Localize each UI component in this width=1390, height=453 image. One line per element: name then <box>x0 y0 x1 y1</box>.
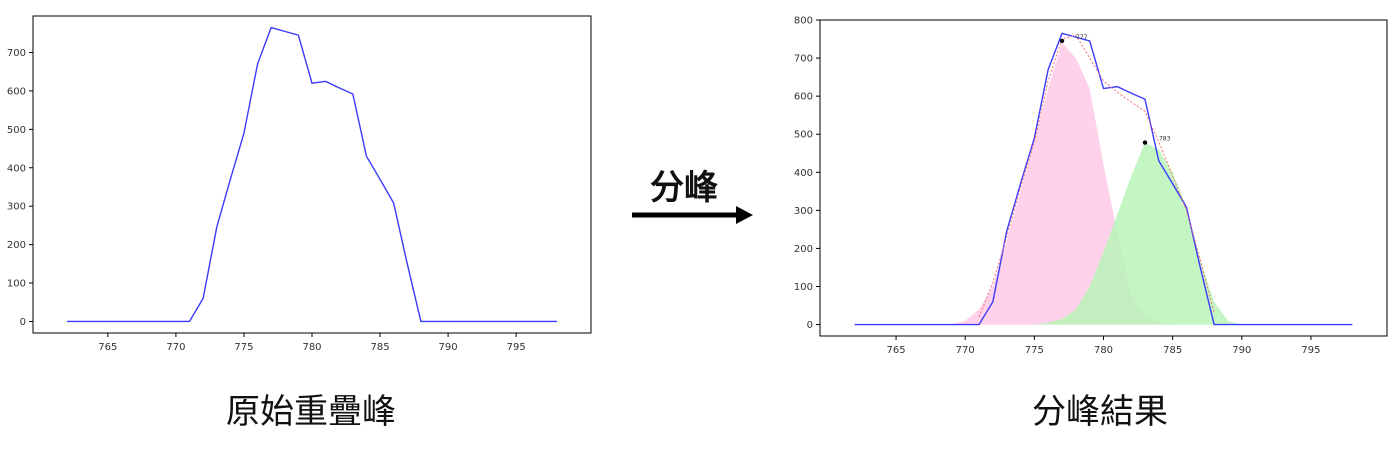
y-tick-label: 100 <box>7 279 26 290</box>
y-tick-label: 300 <box>7 202 26 213</box>
peak-marker-783 <box>1142 140 1148 145</box>
result-chart-caption: 分峰結果 <box>1032 392 1168 432</box>
peak-label-783: 783 <box>1159 136 1171 143</box>
x-tick-label: 790 <box>1232 345 1251 356</box>
right-arrow-icon <box>632 206 753 224</box>
y-tick-label: 500 <box>794 130 813 141</box>
x-tick-label: 775 <box>234 342 253 353</box>
x-tick-label: 795 <box>1301 345 1320 356</box>
spectrum-line <box>67 26 557 323</box>
peak-separation-chart-svg: 777 783 765 770 775 780 785 790 795 0 100 200 300 400… <box>794 16 1388 356</box>
y-tick-label: 200 <box>794 244 813 255</box>
x-tick-label: 765 <box>887 345 906 356</box>
y-tick-label: 800 <box>794 16 813 27</box>
y-tick-label: 700 <box>7 48 26 59</box>
x-tick-label: 770 <box>166 342 185 353</box>
y-tick-label: 300 <box>794 206 813 217</box>
y-tick-label: 0 <box>20 317 26 328</box>
plot-frame <box>32 15 592 334</box>
y-tick-label: 700 <box>794 54 813 65</box>
peak-marker-777 <box>1059 38 1065 44</box>
arrow-label: 分峰 <box>650 168 718 208</box>
fitted-sum-line <box>978 34 1215 318</box>
original-overlap-chart: 765 770 775 780 785 790 795 0 100 200 300 400 500 600… <box>0 0 600 360</box>
y-tick-label: 0 <box>807 320 813 331</box>
x-tick-label: 775 <box>1025 345 1044 356</box>
x-tick-label: 790 <box>439 342 458 353</box>
x-tick-label: 795 <box>507 342 526 353</box>
x-tick-label: 780 <box>1094 345 1113 356</box>
y-tick-label: 400 <box>794 168 813 179</box>
y-tick-label: 500 <box>7 125 26 136</box>
y-tick-label: 400 <box>7 163 26 174</box>
y-tick-label: 600 <box>7 86 26 97</box>
peak-separation-chart: 777 783 765 770 775 780 785 790 795 0 100 200 300 400… <box>790 0 1390 360</box>
original-overlap-chart-svg: 765 770 775 780 785 790 795 0 100 200 300 400 500 600… <box>7 15 592 353</box>
original-chart-caption: 原始重疊峰 <box>226 392 396 432</box>
x-tick-label: 770 <box>956 345 975 356</box>
peak-label-777: 777 <box>1076 34 1088 41</box>
y-tick-label: 600 <box>794 92 813 103</box>
y-tick-label: 200 <box>7 240 26 251</box>
spectrum-line <box>854 32 1353 326</box>
y-tick-label: 100 <box>794 282 813 293</box>
x-tick-label: 785 <box>371 342 390 353</box>
x-tick-label: 765 <box>98 342 117 353</box>
x-tick-label: 780 <box>302 342 321 353</box>
component-peak-area-2 <box>1034 142 1242 325</box>
x-tick-label: 785 <box>1163 345 1182 356</box>
